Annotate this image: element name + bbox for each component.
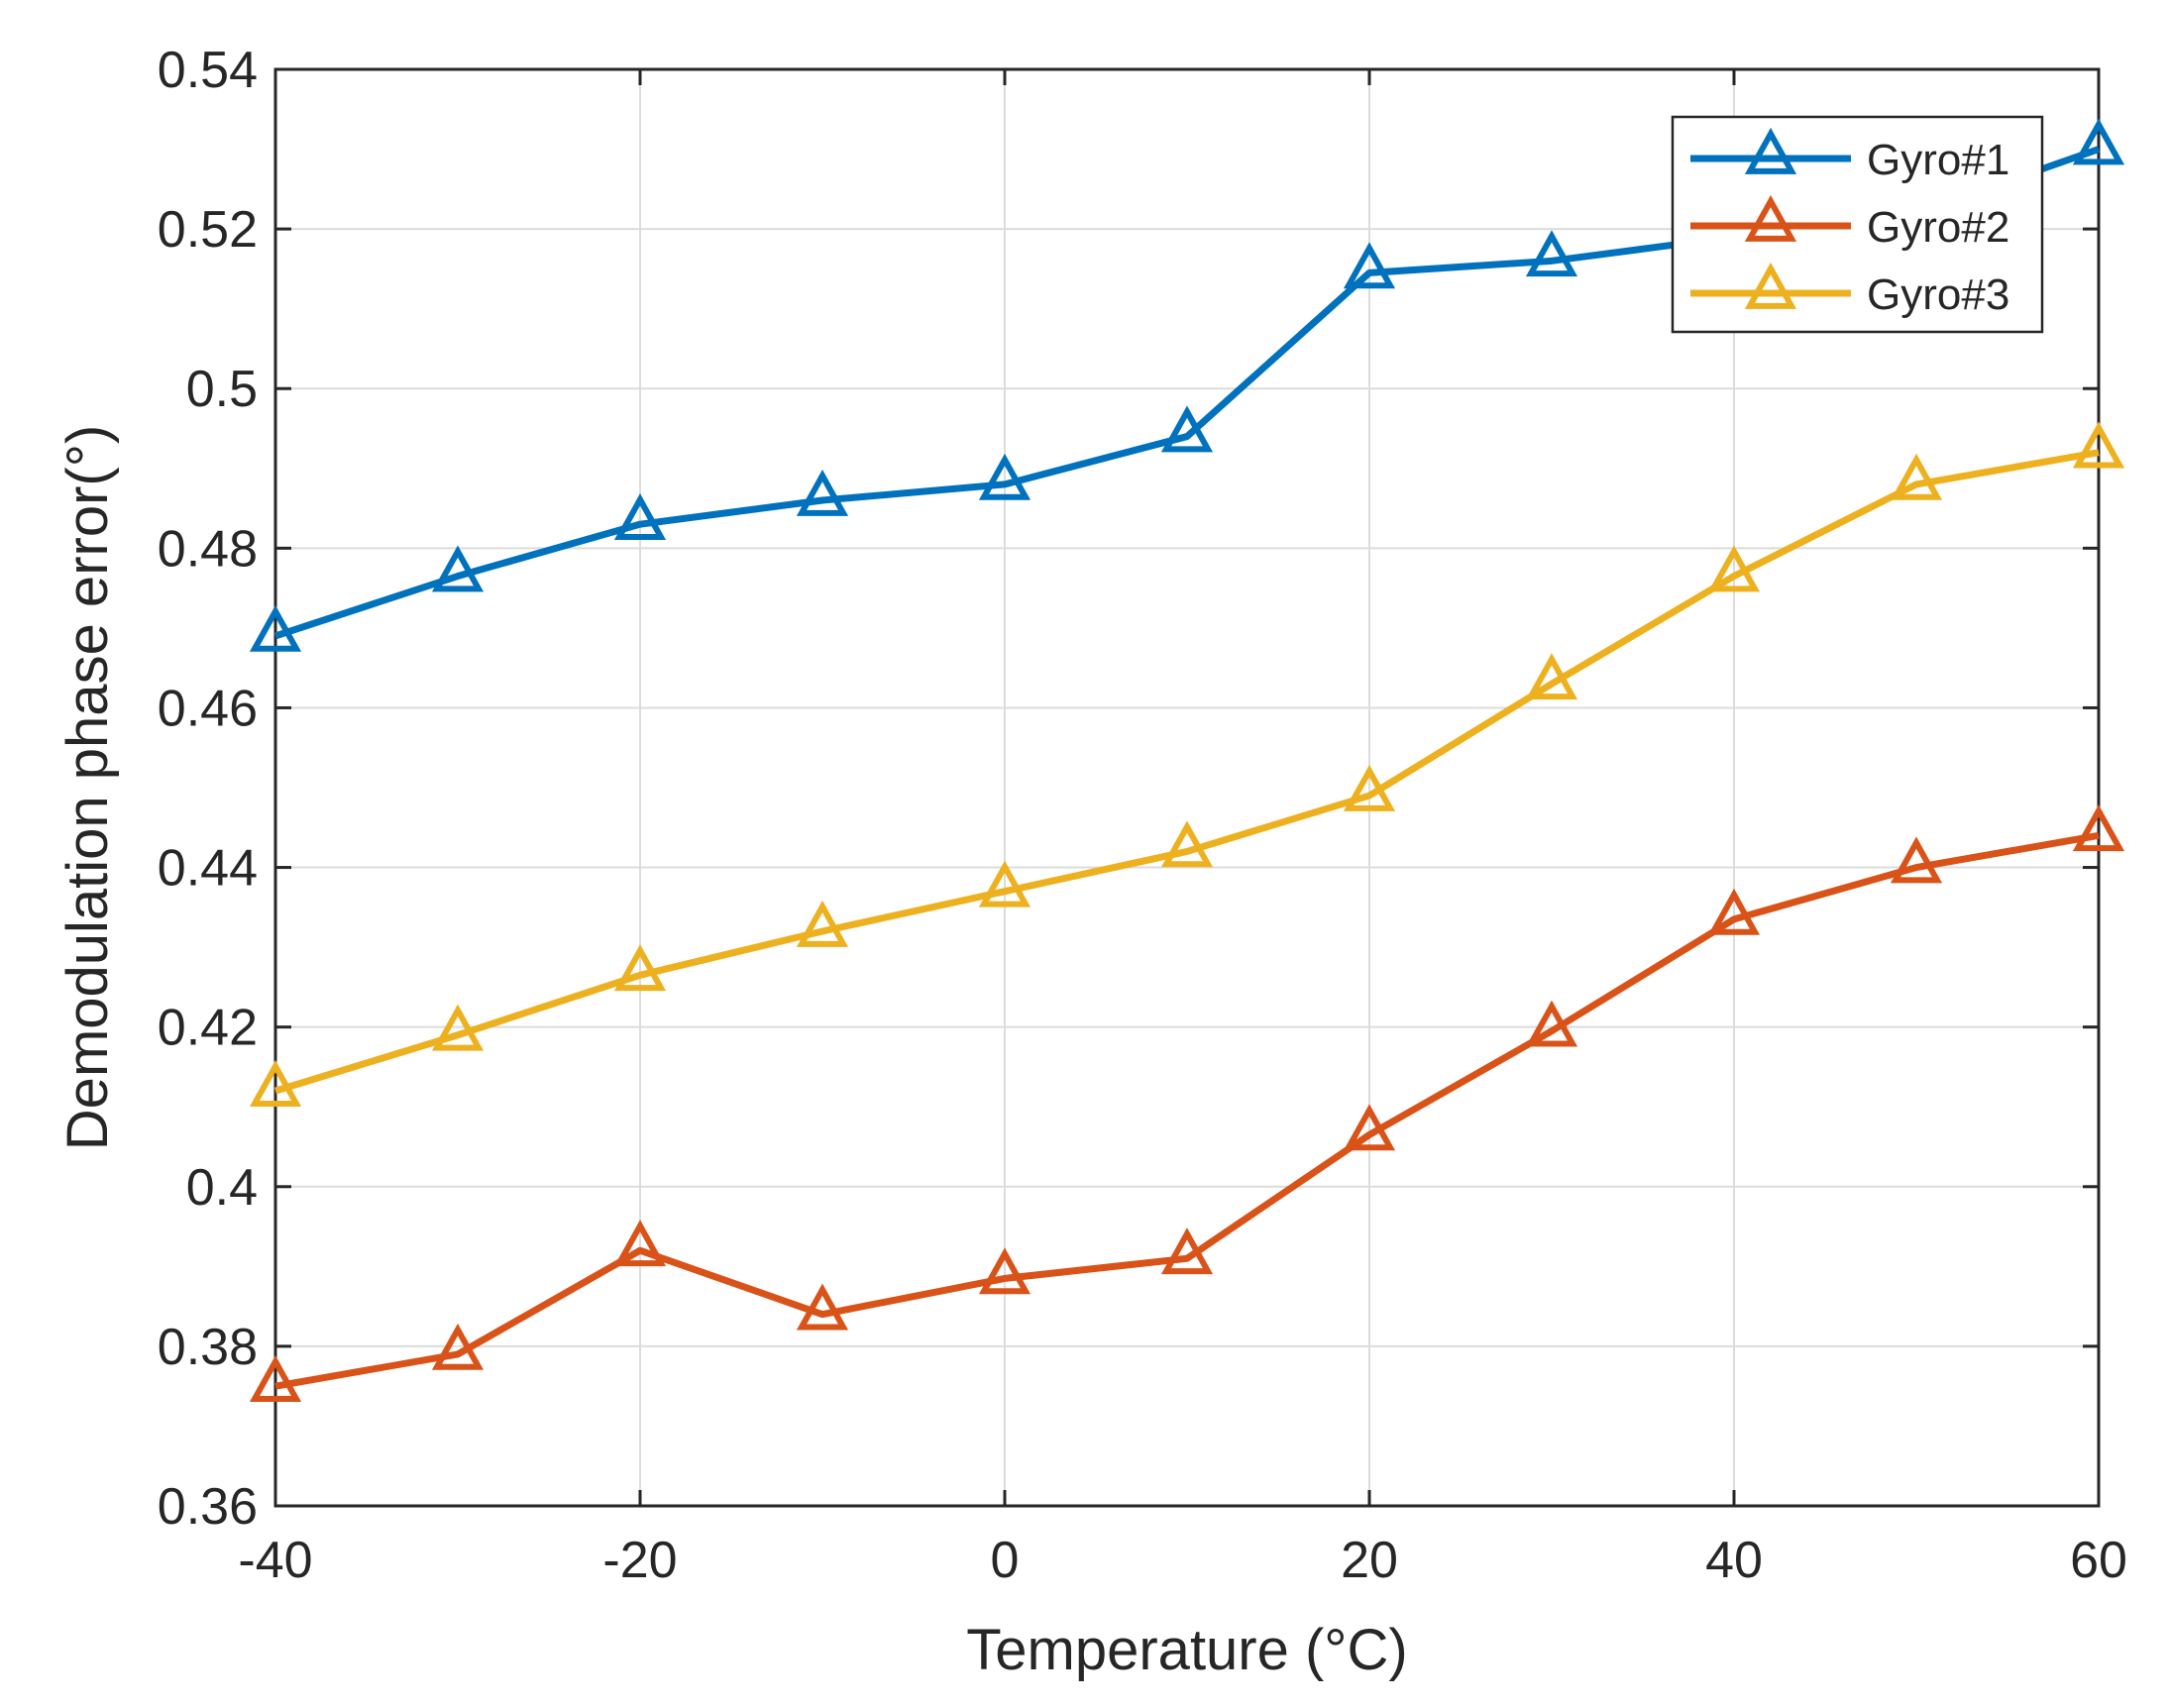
y-tick-label: 0.44 — [158, 840, 258, 898]
legend-item: Gyro#3 — [1690, 262, 2009, 319]
series-gyro-2 — [249, 804, 2125, 1403]
data-point — [1890, 836, 1943, 884]
data-point — [2072, 421, 2125, 469]
legend-marker — [1744, 127, 1797, 174]
legend-marker — [1744, 262, 1797, 309]
y-axis-label: Demodulation phase error(°) — [55, 425, 120, 1150]
data-point — [1890, 453, 1943, 500]
data-point — [1525, 1000, 1578, 1047]
x-tick-label: -40 — [238, 1532, 312, 1589]
y-tick-label: 0.5 — [186, 361, 258, 418]
data-point — [431, 1004, 485, 1051]
data-point — [1160, 1228, 1214, 1275]
x-axis-ticks: -40 -20 0 20 40 60 — [238, 69, 2127, 1589]
y-tick-label: 0.46 — [158, 680, 258, 737]
series-line — [273, 449, 2100, 1095]
data-point — [1343, 242, 1396, 289]
data-point — [1707, 888, 1761, 935]
legend-item: Gyro#1 — [1690, 127, 2009, 184]
y-tick-label: 0.52 — [158, 201, 258, 259]
y-tick-label: 0.42 — [158, 1000, 258, 1057]
x-tick-label: 20 — [1341, 1532, 1398, 1589]
y-tick-label: 0.4 — [186, 1159, 258, 1217]
legend-marker — [1744, 194, 1797, 242]
data-point — [613, 944, 667, 992]
data-point — [1707, 545, 1761, 592]
data-point — [1343, 764, 1396, 811]
data-point — [1160, 820, 1214, 868]
data-point — [978, 453, 1031, 500]
y-tick-label: 0.36 — [158, 1478, 258, 1536]
series-layer — [249, 118, 2125, 1403]
x-tick-label: 0 — [991, 1532, 1020, 1589]
x-tick-label: 40 — [1705, 1532, 1763, 1589]
data-point — [796, 1283, 849, 1331]
data-point — [249, 1355, 302, 1403]
data-point — [613, 493, 667, 541]
legend: Gyro#1 Gyro#2 Gyro#3 — [1671, 115, 2044, 334]
data-point — [2072, 804, 2125, 852]
legend-label: Gyro#1 — [1867, 136, 2009, 184]
plot-area-border — [273, 67, 2101, 1508]
data-point — [796, 900, 849, 947]
y-axis-ticks: 0.36 0.38 0.4 0.42 0.44 0.46 0.48 0.5 0.52 0.54 — [158, 42, 2099, 1536]
data-point — [1343, 1104, 1396, 1151]
x-tick-label: -20 — [602, 1532, 677, 1589]
y-tick-label: 0.48 — [158, 520, 258, 578]
data-point — [1160, 405, 1214, 453]
legend-label: Gyro#3 — [1867, 270, 2009, 319]
data-point — [2072, 118, 2125, 165]
data-point — [613, 1220, 667, 1267]
x-axis-label: Temperature (°C) — [966, 1618, 1407, 1682]
legend-item: Gyro#2 — [1690, 194, 2009, 252]
data-point — [796, 469, 849, 516]
series-line — [274, 831, 2100, 1390]
y-tick-label: 0.38 — [158, 1319, 258, 1376]
data-point — [249, 604, 302, 652]
legend-label: Gyro#2 — [1867, 203, 2009, 252]
x-tick-label: 60 — [2070, 1532, 2127, 1589]
data-point — [1525, 653, 1578, 700]
data-point — [978, 1247, 1031, 1295]
data-point — [249, 1059, 302, 1107]
data-point — [431, 545, 485, 592]
y-tick-label: 0.54 — [158, 42, 258, 99]
data-point — [431, 1323, 485, 1370]
data-point — [978, 860, 1031, 907]
grid — [274, 68, 2100, 1507]
series-gyro-3 — [249, 421, 2125, 1107]
data-point — [1525, 230, 1578, 277]
